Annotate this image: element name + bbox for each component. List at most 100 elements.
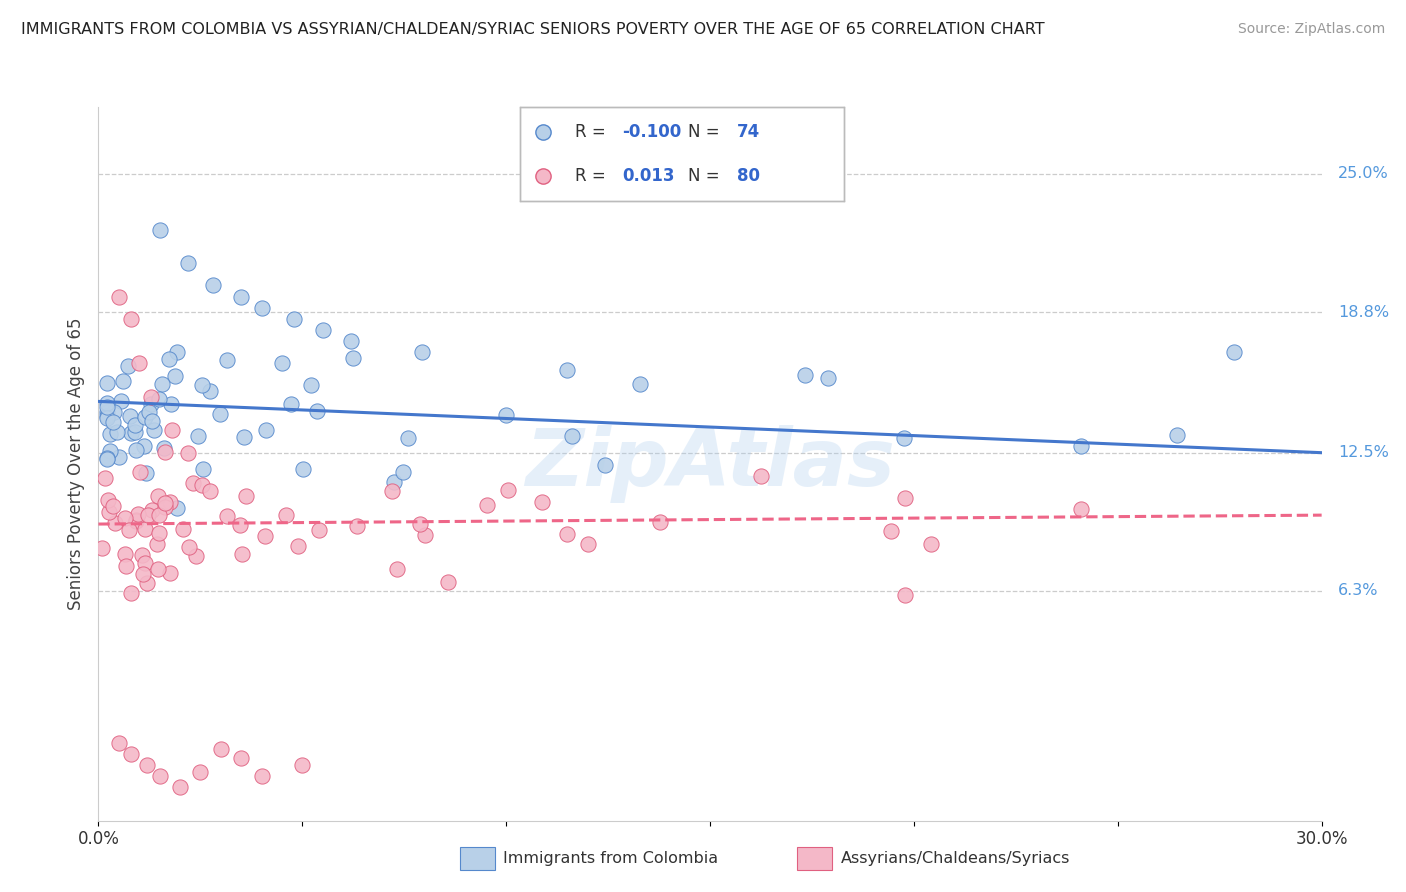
Point [254,423,277,437]
Point [96,411,118,425]
Text: R =: R = [575,168,612,186]
Point [96,396,118,410]
Point [110,393,132,408]
Point [149,769,172,783]
Text: 0.013: 0.013 [621,168,675,186]
Point [280,396,302,410]
Point [198,483,221,498]
Point [198,384,221,398]
Point [186,549,208,564]
Text: -0.100: -0.100 [621,123,682,141]
Point [135,576,157,591]
Point [387,562,409,576]
Point [346,518,368,533]
Point [794,368,817,382]
Point [120,585,142,599]
Point [134,522,156,536]
Point [134,410,156,425]
Point [127,507,149,521]
Point [382,475,405,489]
Text: R =: R = [575,123,612,141]
Point [191,478,214,492]
Point [1166,427,1188,442]
Point [120,747,142,761]
Point [96,405,118,419]
Point [409,517,432,532]
Text: 6.3%: 6.3% [1339,583,1378,599]
Point [150,377,173,392]
Point [135,467,157,481]
Point [1070,502,1092,516]
Point [201,278,224,293]
Point [141,503,163,517]
Point [342,351,364,365]
Text: IMMIGRANTS FROM COLOMBIA VS ASSYRIAN/CHALDEAN/SYRIAC SENIORS POVERTY OVER THE AG: IMMIGRANTS FROM COLOMBIA VS ASSYRIAN/CHA… [21,22,1045,37]
Point [160,397,183,411]
Point [105,425,128,439]
Point [131,548,153,562]
Point [91,541,114,555]
Point [177,540,200,554]
Point [155,495,177,509]
Point [893,431,915,445]
Point [191,377,214,392]
Point [305,404,328,418]
Point [217,353,239,368]
Point [299,377,322,392]
Text: 25.0%: 25.0% [1339,167,1389,181]
Point [153,445,176,459]
Point [148,526,170,541]
Point [115,558,138,573]
Point [172,522,194,536]
Point [188,764,212,779]
Point [169,780,191,794]
Point [436,574,458,589]
Point [648,516,671,530]
Point [749,469,772,483]
Point [231,547,253,561]
Point [920,537,942,551]
Point [475,498,498,512]
Text: Immigrants from Colombia: Immigrants from Colombia [503,852,718,866]
Point [117,523,139,537]
Text: 18.8%: 18.8% [1339,305,1389,319]
Point [96,376,118,390]
Point [312,323,335,337]
Point [118,409,141,424]
Point [187,428,209,442]
Point [253,529,276,543]
Point [166,345,188,359]
Point [496,483,519,497]
Text: N =: N = [689,168,725,186]
Point [96,409,118,424]
Point [880,524,903,538]
Point [97,492,120,507]
Point [139,397,162,411]
Point [128,356,150,371]
Point [893,589,915,603]
Point [142,423,165,437]
Point [96,400,118,414]
Point [114,547,136,561]
Point [136,758,159,772]
Point [292,462,315,476]
Point [108,735,131,749]
Text: ZipAtlas: ZipAtlas [524,425,896,503]
Point [209,742,232,756]
Point [271,356,294,370]
Point [817,371,839,385]
Point [97,505,120,519]
Point [108,289,131,303]
Point [98,444,121,458]
Point [291,758,314,772]
Point [215,509,238,524]
Point [411,345,433,359]
Point [146,561,169,575]
Point [308,523,330,537]
Point [555,362,578,376]
Point [125,513,148,527]
Point [96,451,118,466]
Point [132,566,155,581]
Point [129,466,152,480]
Point [231,751,253,765]
